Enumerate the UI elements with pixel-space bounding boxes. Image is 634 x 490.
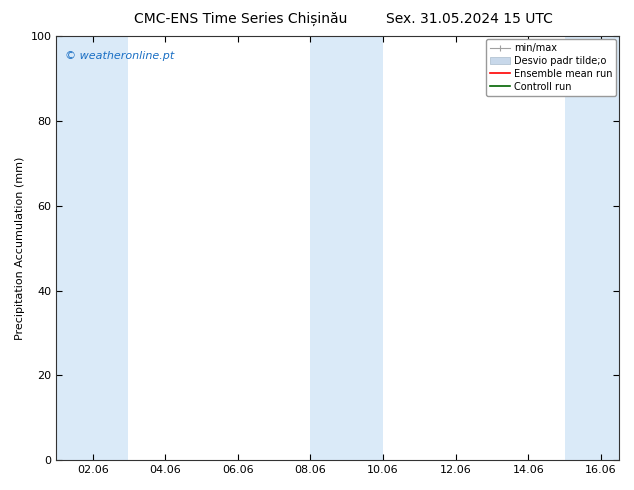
Bar	[56, 36, 128, 460]
Text: © weatheronline.pt: © weatheronline.pt	[65, 51, 174, 61]
Legend: min/max, Desvio padr tilde;o, Ensemble mean run, Controll run: min/max, Desvio padr tilde;o, Ensemble m…	[486, 39, 616, 96]
Bar	[564, 36, 619, 460]
Bar	[311, 36, 383, 460]
Text: CMC-ENS Time Series Chișinău: CMC-ENS Time Series Chișinău	[134, 12, 347, 26]
Text: Sex. 31.05.2024 15 UTC: Sex. 31.05.2024 15 UTC	[385, 12, 553, 26]
Y-axis label: Precipitation Accumulation (mm): Precipitation Accumulation (mm)	[15, 156, 25, 340]
